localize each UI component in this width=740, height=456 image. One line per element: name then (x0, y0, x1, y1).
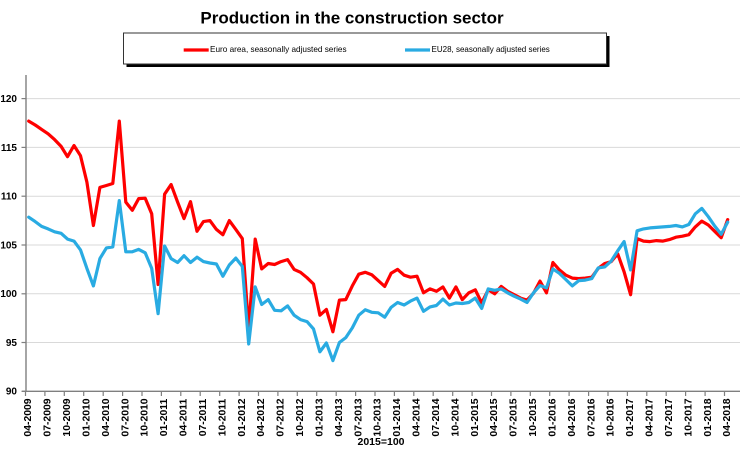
svg-text:04-2014: 04-2014 (412, 398, 423, 436)
svg-text:04-2010: 04-2010 (101, 398, 112, 436)
svg-text:10-2015: 10-2015 (528, 398, 539, 436)
svg-text:10-2010: 10-2010 (140, 398, 151, 436)
svg-text:Production in the construction: Production in the construction sector (200, 8, 504, 27)
svg-text:EU28, seasonally adjusted seri: EU28, seasonally adjusted series (432, 45, 550, 54)
svg-text:07-2010: 07-2010 (120, 398, 131, 436)
svg-text:07-2015: 07-2015 (509, 398, 520, 436)
svg-text:07-2014: 07-2014 (431, 398, 442, 436)
svg-text:Euro area, seasonally adjusted: Euro area, seasonally adjusted series (210, 45, 347, 54)
svg-text:120: 120 (0, 94, 17, 105)
svg-text:10-2013: 10-2013 (373, 398, 384, 436)
svg-text:01-2017: 01-2017 (625, 398, 636, 436)
svg-text:110: 110 (1, 192, 18, 203)
svg-text:100: 100 (0, 289, 17, 300)
svg-text:2015=100: 2015=100 (357, 436, 404, 448)
svg-text:95: 95 (6, 338, 18, 349)
svg-text:01-2013: 01-2013 (314, 398, 325, 436)
svg-text:04-2011: 04-2011 (179, 399, 190, 437)
svg-text:01-2016: 01-2016 (547, 398, 558, 436)
svg-text:01-2015: 01-2015 (470, 398, 481, 436)
svg-text:07-2009: 07-2009 (43, 398, 54, 436)
svg-text:04-2013: 04-2013 (334, 398, 345, 436)
svg-text:10-2011: 10-2011 (217, 399, 228, 437)
svg-text:04-2012: 04-2012 (256, 398, 267, 436)
svg-text:04-2017: 04-2017 (645, 398, 656, 436)
svg-text:04-2018: 04-2018 (722, 398, 733, 436)
svg-text:10-2016: 10-2016 (606, 398, 617, 436)
svg-text:115: 115 (1, 143, 18, 154)
svg-text:01-2011: 01-2011 (159, 399, 170, 437)
svg-text:04-2009: 04-2009 (23, 398, 34, 436)
svg-text:10-2014: 10-2014 (450, 398, 461, 436)
svg-text:07-2012: 07-2012 (276, 398, 287, 436)
svg-text:07-2013: 07-2013 (353, 398, 364, 436)
svg-text:07-2011: 07-2011 (198, 399, 209, 437)
svg-text:01-2014: 01-2014 (392, 398, 403, 436)
svg-text:07-2017: 07-2017 (664, 398, 675, 436)
svg-text:01-2012: 01-2012 (237, 398, 248, 436)
svg-text:01-2018: 01-2018 (703, 398, 714, 436)
svg-text:105: 105 (0, 240, 17, 251)
svg-text:07-2016: 07-2016 (586, 398, 597, 436)
svg-text:10-2017: 10-2017 (683, 398, 694, 436)
svg-text:10-2009: 10-2009 (62, 398, 73, 436)
svg-text:04-2015: 04-2015 (489, 398, 500, 436)
svg-text:10-2012: 10-2012 (295, 398, 306, 436)
svg-text:04-2016: 04-2016 (567, 398, 578, 436)
svg-text:01-2010: 01-2010 (81, 398, 92, 436)
svg-text:90: 90 (6, 387, 18, 398)
